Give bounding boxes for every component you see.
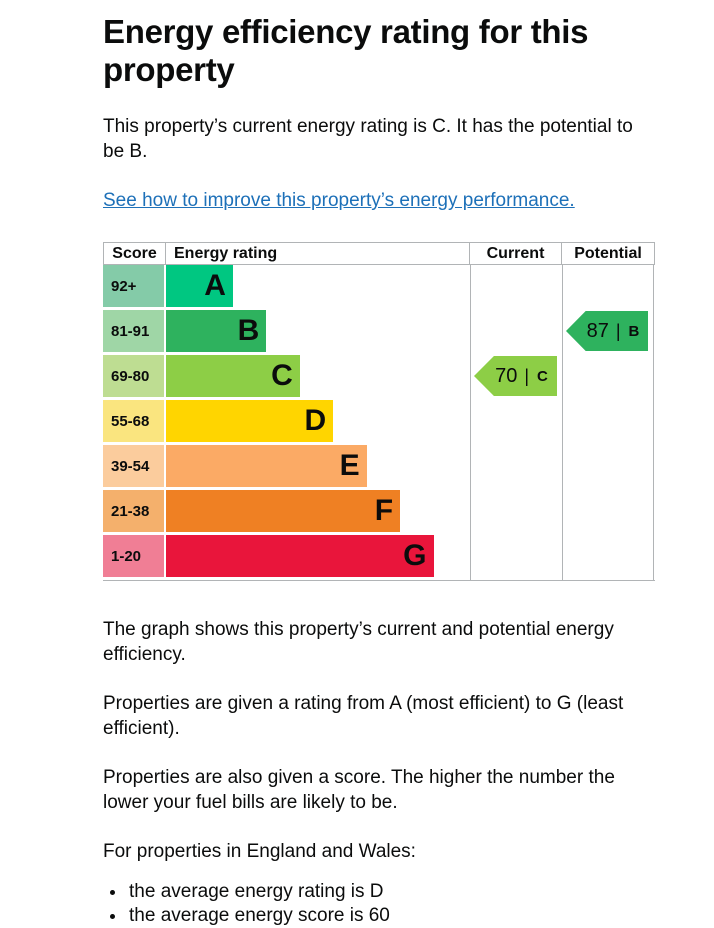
current-rating-arrow: 70 | C (474, 356, 557, 396)
epc-band-row: 39-54 E (103, 445, 655, 490)
epc-band-row: 69-80 C 70 | C (103, 355, 655, 400)
epc-potential-cell (562, 265, 654, 310)
epc-rating-cell: G (166, 535, 470, 580)
epc-score-cell: 81-91 (103, 310, 164, 352)
epc-band-bar: F (166, 490, 401, 532)
epc-potential-cell (562, 355, 654, 400)
epc-rating-cell: E (166, 445, 470, 490)
epc-band-bar: D (166, 400, 334, 442)
epc-rating-chart: Score Energy rating Current Potential 92… (103, 242, 655, 581)
column-header-score: Score (104, 243, 166, 264)
epc-current-cell: 70 | C (470, 355, 562, 400)
potential-grade: B (628, 322, 640, 340)
epc-current-cell (470, 535, 562, 580)
epc-rating-cell: A (166, 265, 470, 310)
epc-band-bar: C (166, 355, 300, 397)
improve-link-row: See how to improve this property’s energ… (103, 188, 655, 213)
epc-band-bar: B (166, 310, 267, 352)
epc-potential-cell: 87 | B (562, 310, 654, 355)
epc-current-cell (470, 310, 562, 355)
epc-current-cell (470, 490, 562, 535)
epc-band-bar: E (166, 445, 367, 487)
improve-performance-link[interactable]: See how to improve this property’s energ… (103, 190, 575, 211)
epc-score-cell: 39-54 (103, 445, 164, 487)
potential-rating-arrow: 87 | B (566, 311, 648, 351)
epc-band-letter: C (271, 359, 293, 392)
epc-current-cell (470, 265, 562, 310)
epc-band-row: 92+ A (103, 265, 655, 310)
current-separator: | (524, 365, 530, 386)
rating-scale-text: Properties are given a rating from A (mo… (103, 693, 624, 739)
epc-score-range: 92+ (111, 277, 137, 295)
epc-band-letter: B (237, 314, 260, 347)
epc-band-bar: G (166, 535, 434, 577)
column-header-energy-rating: Energy rating (166, 243, 470, 264)
average-score-item: the average energy score is 60 (127, 904, 655, 928)
epc-band-letter: A (204, 269, 226, 302)
epc-potential-cell (562, 535, 654, 580)
epc-current-cell (470, 400, 562, 445)
epc-band-letter: G (403, 539, 427, 572)
graph-description-text: The graph shows this property’s current … (103, 619, 614, 665)
epc-rating-cell: C (166, 355, 470, 400)
epc-table-header: Score Energy rating Current Potential (103, 242, 655, 265)
epc-score-range: 55-68 (111, 412, 150, 430)
england-wales-text: For properties in England and Wales: (103, 841, 416, 862)
epc-rating-cell: B (166, 310, 470, 355)
epc-score-cell: 55-68 (103, 400, 164, 442)
epc-score-range: 81-91 (111, 322, 150, 340)
average-rating-item: the average energy rating is D (127, 880, 655, 904)
epc-score-cell: 69-80 (103, 355, 164, 397)
epc-band-row: 21-38 F (103, 490, 655, 535)
epc-score-cell: 92+ (103, 265, 164, 307)
column-header-current: Current (470, 243, 562, 264)
average-stats-list: the average energy rating is D the avera… (103, 880, 655, 928)
epc-band-letter: D (304, 404, 327, 437)
epc-score-range: 39-54 (111, 457, 150, 475)
potential-separator: | (615, 320, 621, 341)
epc-potential-cell (562, 445, 654, 490)
epc-table-body: 92+ A 81-91 B 87 | B 69-80 C 70 | C 55-68 D … (103, 265, 655, 580)
epc-page: Energy efficiency rating for this proper… (103, 0, 655, 928)
current-score: 70 (495, 364, 518, 387)
potential-score: 87 (586, 319, 609, 342)
score-explanation-text: Properties are also given a score. The h… (103, 767, 615, 813)
epc-score-range: 1-20 (111, 547, 142, 565)
intro-text: This property’s current energy rating is… (103, 116, 633, 162)
epc-band-bar: A (166, 265, 233, 307)
epc-score-cell: 21-38 (103, 490, 164, 532)
epc-band-row: 55-68 D (103, 400, 655, 445)
epc-rating-cell: F (166, 490, 470, 535)
page-title: Energy efficiency rating for this proper… (103, 13, 589, 88)
epc-band-row: 81-91 B 87 | B (103, 310, 655, 355)
epc-band-row: 1-20 G (103, 535, 655, 580)
epc-band-letter: E (339, 449, 360, 482)
epc-potential-cell (562, 490, 654, 535)
epc-rating-cell: D (166, 400, 470, 445)
current-grade: C (537, 367, 548, 385)
epc-score-cell: 1-20 (103, 535, 164, 577)
epc-band-letter: F (374, 494, 394, 527)
epc-potential-cell (562, 400, 654, 445)
column-header-potential: Potential (574, 244, 642, 262)
epc-score-range: 21-38 (111, 502, 150, 520)
epc-score-range: 69-80 (111, 367, 150, 385)
epc-current-cell (470, 445, 562, 490)
